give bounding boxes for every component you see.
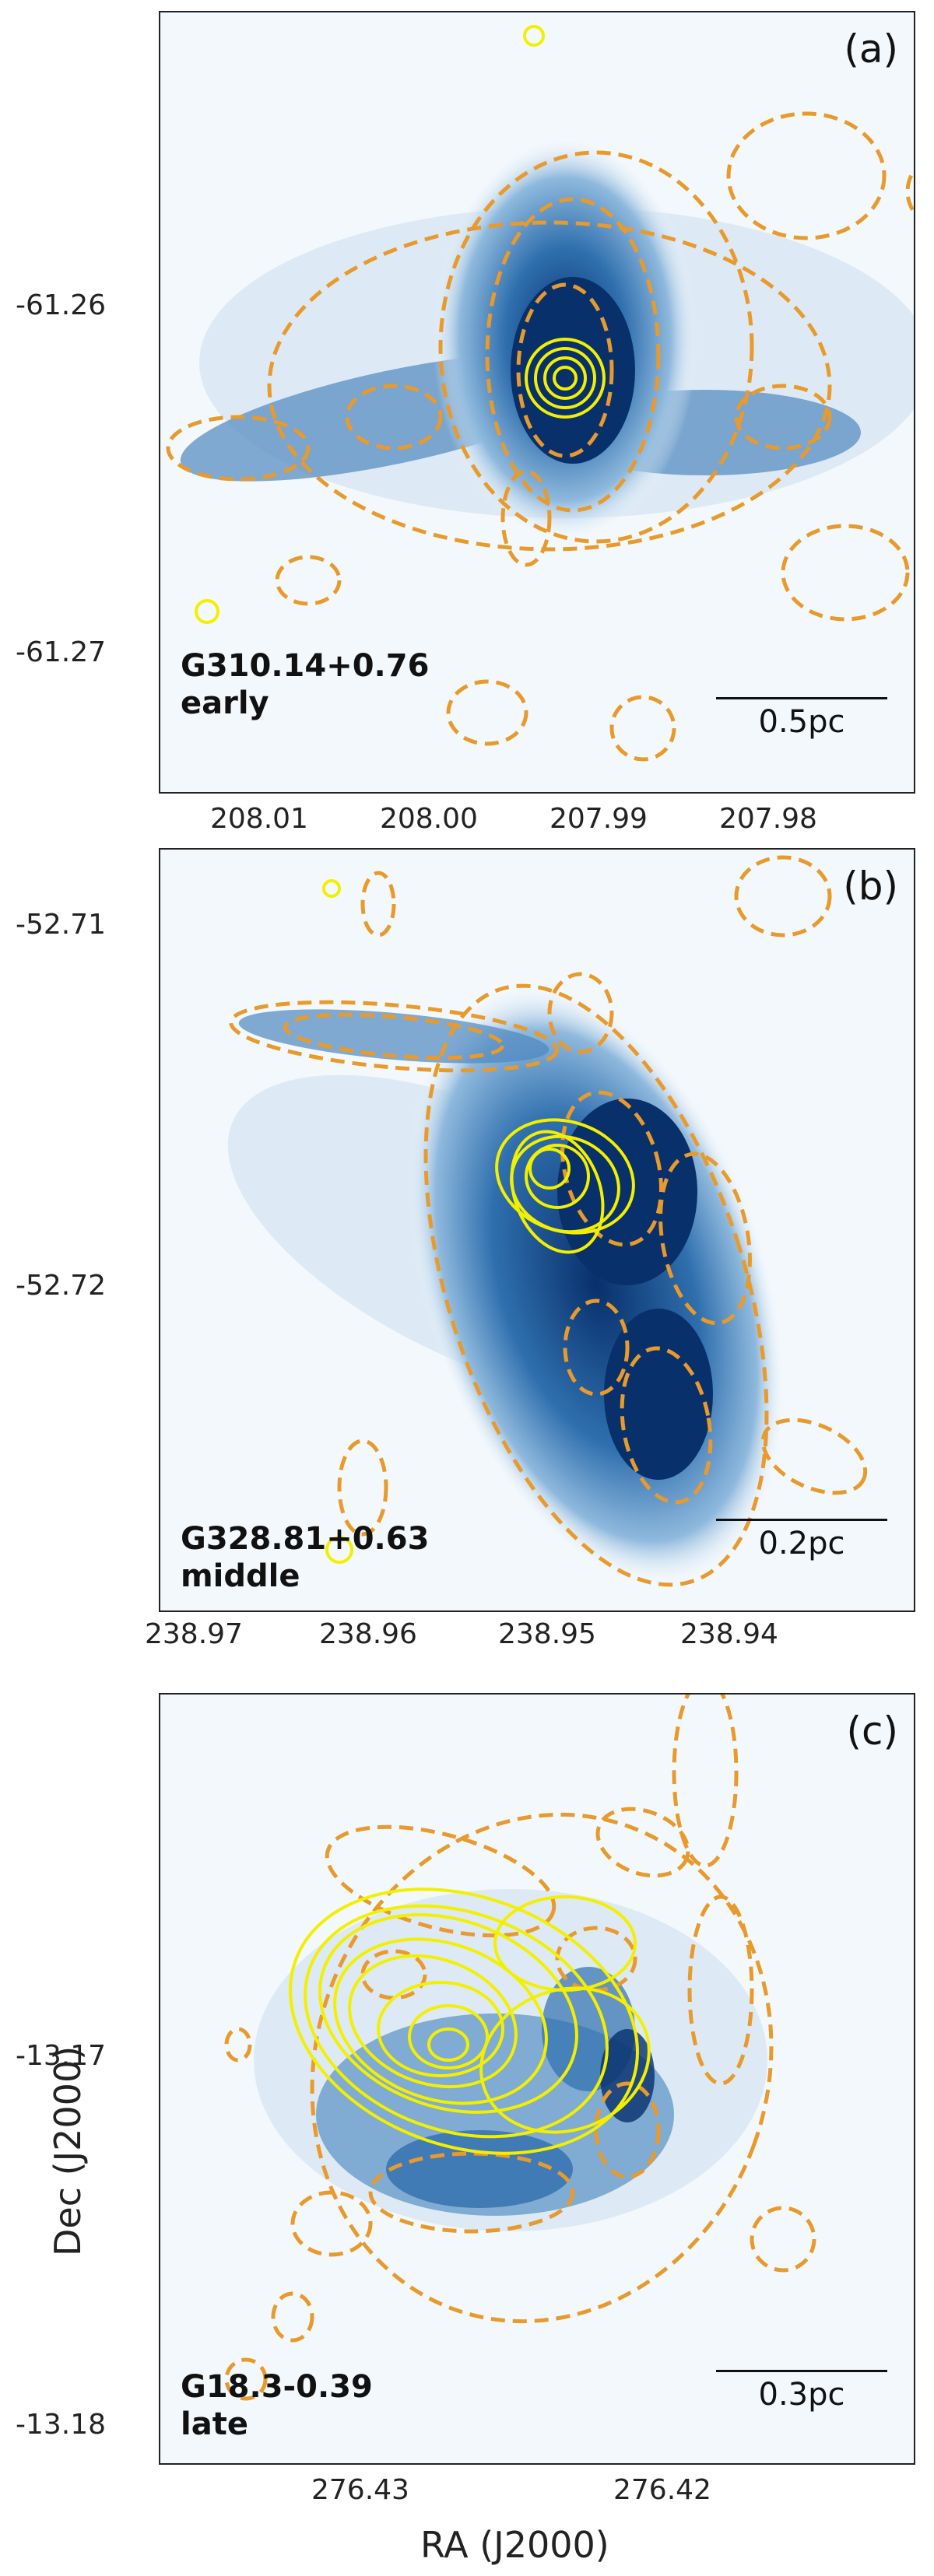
panel-a-source-name: G310.14+0.76 (181, 648, 430, 684)
panel-b-stage: middle (181, 1558, 300, 1594)
panel-b-scalebar: 0.2pc (716, 1519, 887, 1561)
scale-bar-text: 0.5pc (758, 704, 845, 740)
panel-c-xtick-0: 276.43 (311, 2474, 409, 2506)
panel-b-xtick-1: 238.96 (319, 1618, 417, 1650)
panel-a-stage: early (181, 685, 269, 721)
panel-c-image (224, 1695, 816, 2401)
panel-b-image (227, 855, 868, 1587)
panel-c-ytick-0: -13.17 (16, 2040, 107, 2072)
panel-a-xtick-3: 207.98 (719, 803, 817, 835)
panel-c-stage: late (181, 2406, 248, 2442)
scale-bar-line (716, 697, 887, 699)
scale-bar-text: 0.2pc (758, 1526, 845, 1561)
y-axis-title: Dec (J2000) (47, 2045, 89, 2256)
panel-c-source: G18.3-0.39 late (181, 2368, 373, 2443)
panel-b-ytick-0: -52.71 (16, 909, 107, 941)
panel-a-xtick-2: 207.99 (550, 803, 648, 835)
panel-a-ytick-1: -61.27 (16, 636, 107, 668)
panel-b-xtick-2: 238.95 (498, 1618, 596, 1650)
panel-b: (b) G328.81+0.63 middle 0.2pc (159, 848, 915, 1612)
scale-bar-text: 0.3pc (758, 2377, 845, 2413)
panel-b-source-name: G328.81+0.63 (181, 1521, 430, 1557)
panel-a-xtick-0: 208.01 (210, 803, 308, 835)
panel-c-source-name: G18.3-0.39 (181, 2369, 373, 2405)
panel-a-image (166, 25, 914, 762)
scale-bar-line (716, 1519, 887, 1521)
panel-b-source: G328.81+0.63 middle (181, 1520, 429, 1595)
panel-a-source: G310.14+0.76 early (181, 647, 429, 722)
panel-c-xtick-1: 276.42 (613, 2474, 711, 2506)
panel-a-label: (a) (844, 26, 898, 72)
scale-bar-line (716, 2370, 887, 2372)
panel-b-xtick-3: 238.94 (680, 1618, 778, 1650)
panel-a-scalebar: 0.5pc (716, 697, 887, 740)
panel-c-ytick-1: -13.18 (16, 2409, 107, 2441)
panel-a-xtick-1: 208.00 (380, 803, 478, 835)
panel-b-ytick-1: -52.72 (16, 1270, 107, 1302)
panel-b-label: (b) (843, 864, 898, 909)
panel-b-xtick-0: 238.97 (145, 1618, 243, 1650)
panel-c-scalebar: 0.3pc (716, 2370, 887, 2413)
panel-a-ytick-0: -61.26 (16, 289, 107, 321)
x-axis-title: RA (J2000) (420, 2524, 609, 2566)
panel-a: (a) G310.14+0.76 early 0.5pc (159, 11, 915, 794)
panel-c-label: (c) (846, 1709, 898, 1754)
panel-c: (c) G18.3-0.39 late 0.3pc (159, 1693, 915, 2465)
